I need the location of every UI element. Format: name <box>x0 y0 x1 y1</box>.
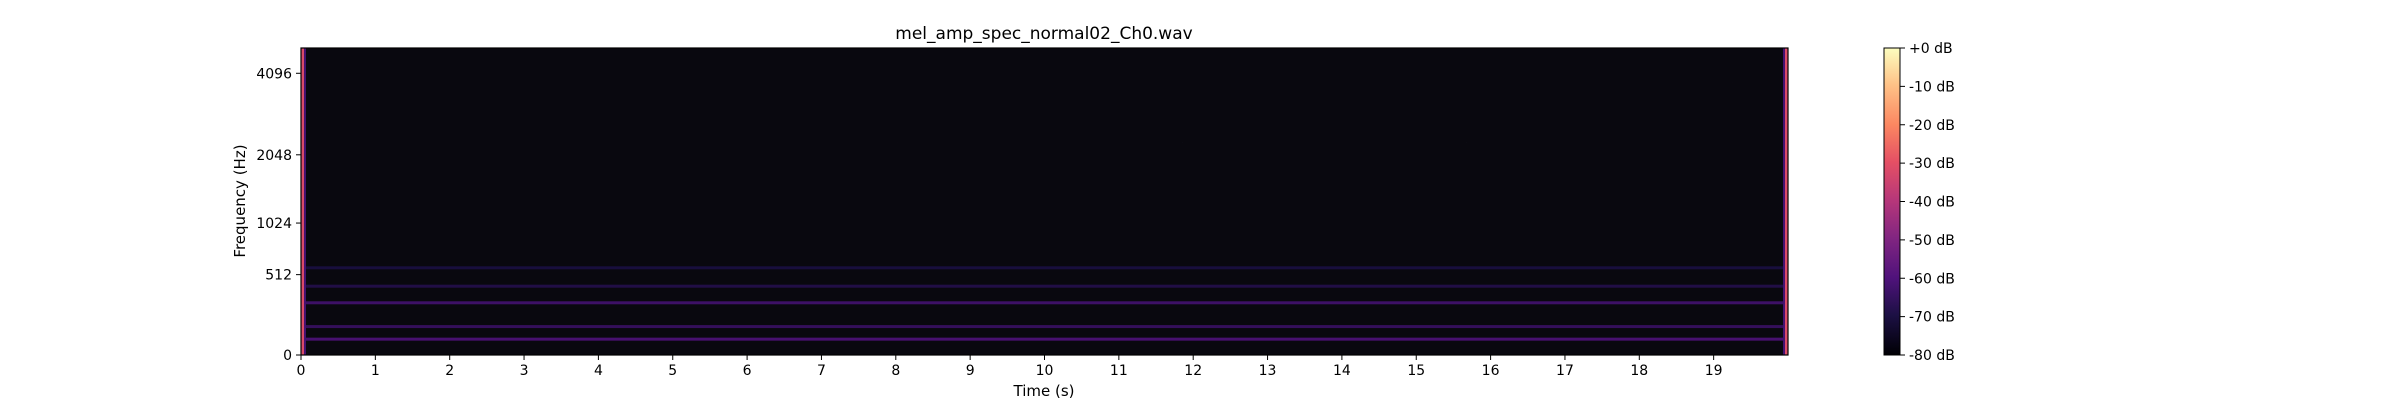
x-tick-label: 12 <box>1184 363 1202 379</box>
colorbar-tick-label: -10 dB <box>1909 79 1955 95</box>
y-tick-label: 512 <box>265 268 292 284</box>
right-edge-artifact <box>1785 48 1788 355</box>
harmonic-band <box>301 301 1788 305</box>
x-tick-label: 19 <box>1705 363 1723 379</box>
left-edge-glow <box>304 48 306 355</box>
x-axis-label: Time (s) <box>1013 382 1075 400</box>
colorbar-tick-label: -40 dB <box>1909 195 1955 211</box>
x-tick-label: 4 <box>594 363 603 379</box>
x-axis: 0 1 2 3 4 5 6 7 8 9 10 11 12 13 14 15 16 17 18 19 <box>297 355 1723 379</box>
harmonic-band <box>301 325 1788 329</box>
x-tick-label: 13 <box>1259 363 1277 379</box>
colorbar-ticks: +0 dB -10 dB -20 dB -30 dB -40 dB -50 dB -60 d… <box>1900 41 1955 364</box>
colorbar-tick-label: -60 dB <box>1909 271 1955 287</box>
colorbar-tick-label: -30 dB <box>1909 156 1955 172</box>
colorbar-tick-label: -20 dB <box>1909 118 1955 134</box>
y-axis: 0 512 1024 2048 4096 <box>256 66 301 364</box>
x-tick-label: 10 <box>1036 363 1054 379</box>
x-tick-label: 8 <box>891 363 900 379</box>
spectrogram-edges <box>301 48 1788 355</box>
x-tick-label: 9 <box>966 363 975 379</box>
x-tick-label: 16 <box>1482 363 1500 379</box>
y-axis-label: Frequency (Hz) <box>231 144 249 257</box>
colorbar-tick-label: -50 dB <box>1909 233 1955 249</box>
x-tick-label: 5 <box>668 363 677 379</box>
y-tick-label: 4096 <box>256 66 292 82</box>
harmonic-bands <box>301 266 1788 341</box>
x-tick-label: 11 <box>1110 363 1128 379</box>
colorbar: +0 dB -10 dB -20 dB -30 dB -40 dB -50 dB -60 d… <box>1883 41 1955 364</box>
x-tick-label: 15 <box>1407 363 1425 379</box>
harmonic-band <box>301 284 1788 288</box>
x-tick-label: 14 <box>1333 363 1351 379</box>
harmonic-band <box>301 266 1788 270</box>
x-tick-label: 18 <box>1630 363 1648 379</box>
x-tick-label: 17 <box>1556 363 1574 379</box>
x-tick-label: 3 <box>520 363 529 379</box>
spectrogram-noise <box>301 48 1788 355</box>
y-tick-label: 1024 <box>256 216 292 232</box>
x-tick-label: 1 <box>371 363 380 379</box>
x-tick-label: 7 <box>817 363 826 379</box>
y-tick-label: 2048 <box>256 148 292 164</box>
left-edge-artifact <box>301 48 304 355</box>
x-tick-label: 0 <box>297 363 306 379</box>
plot-area <box>300 47 1789 356</box>
x-tick-label: 2 <box>445 363 454 379</box>
colorbar-tick-label: -70 dB <box>1909 310 1955 326</box>
harmonic-band <box>301 337 1788 341</box>
colorbar-gradient <box>1883 47 1901 356</box>
colorbar-tick-label: +0 dB <box>1909 41 1953 57</box>
colorbar-tick-label: -80 dB <box>1909 348 1955 364</box>
chart-title: mel_amp_spec_normal02_Ch0.wav <box>895 24 1192 44</box>
right-edge-glow <box>1783 48 1785 355</box>
y-tick-label: 0 <box>283 348 292 364</box>
x-tick-label: 6 <box>743 363 752 379</box>
